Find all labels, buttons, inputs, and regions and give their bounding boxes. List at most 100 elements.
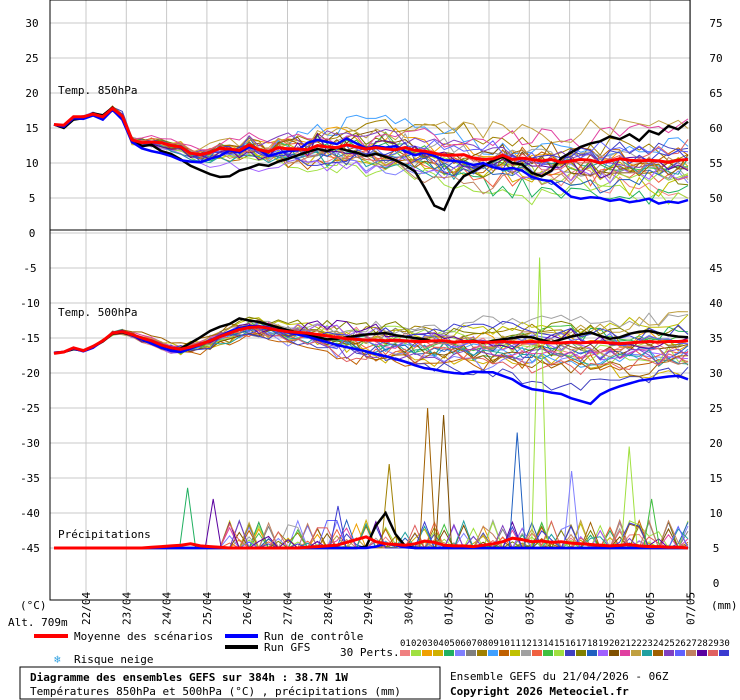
pert-swatch <box>400 650 410 656</box>
pert-swatch <box>477 650 487 656</box>
pert-number: 17 <box>576 639 587 649</box>
pert-swatch <box>444 650 454 656</box>
legend-mean-label: Moyenne des scénarios <box>74 630 213 643</box>
pert-swatch <box>488 650 498 656</box>
y-tick-500: -25 <box>20 402 40 415</box>
series-precip-mean <box>54 535 689 550</box>
y-tick-850: 10 <box>25 157 38 170</box>
y-tick-500: -20 <box>20 367 40 380</box>
x-tick-date: 22/04 <box>80 592 93 625</box>
y-tick-500: -15 <box>20 332 40 345</box>
pert-swatch <box>576 650 586 656</box>
label-temp-850: Temp. 850hPa <box>58 84 137 97</box>
x-tick-date: 01/05 <box>443 592 456 625</box>
footer-title: Diagramme des ensembles GEFS sur 384h : … <box>30 671 348 684</box>
pert-number: 26 <box>675 639 686 649</box>
unit-left: (°C) <box>20 599 47 612</box>
x-tick-date: 23/04 <box>120 592 133 625</box>
x-tick-date: 02/05 <box>483 592 496 625</box>
label-temp-500: Temp. 500hPa <box>58 306 137 319</box>
precip-spike <box>531 257 549 549</box>
precip-spike <box>419 407 437 549</box>
main-series-lines <box>53 106 689 550</box>
pert-number: 18 <box>587 639 598 649</box>
legend-gfs-label: Run GFS <box>264 641 310 654</box>
legend-snow-label: Risque neige <box>74 653 153 666</box>
altitude-label: Alt. 709m <box>8 616 68 629</box>
pert-swatch <box>455 650 465 656</box>
pert-number: 23 <box>642 639 653 649</box>
pert-swatch <box>598 650 608 656</box>
precip-spike <box>435 414 453 549</box>
y-tick-850-right: 65 <box>709 87 722 100</box>
pert-swatch <box>411 650 421 656</box>
label-precipitations: Précipitations <box>58 528 151 541</box>
pert-legend: 01 02 03 04 05 06 07 08 09 10 11 12 13 14 15 16 17 18 19 20… <box>400 639 730 656</box>
x-tick-date: 29/04 <box>362 592 375 625</box>
y-tick-500: -5 <box>23 262 36 275</box>
pert-swatch <box>631 650 641 656</box>
pert-swatch <box>532 650 542 656</box>
y-tick-850-right: 70 <box>709 52 722 65</box>
x-tick-date: 06/05 <box>644 592 657 625</box>
precip-spike <box>508 432 526 549</box>
panel-frame <box>49 0 691 601</box>
pert-swatch <box>554 650 564 656</box>
pert-number: 19 <box>598 639 609 649</box>
x-tick-date: 04/05 <box>564 592 577 625</box>
y-tick-850: 15 <box>25 122 38 135</box>
footer-subtitle: Températures 850hPa et 500hPa (°C) , pré… <box>30 685 401 698</box>
ensemble-member-850 <box>53 110 689 171</box>
pert-number: 13 <box>532 639 543 649</box>
precip-spike <box>204 498 222 549</box>
y-tick-500: -40 <box>20 507 40 520</box>
pert-swatch <box>510 650 520 656</box>
y-tick-precip-right: 45 <box>709 262 722 275</box>
x-tick-date: 27/04 <box>282 592 295 625</box>
y-tick-precip-right: 35 <box>709 332 722 345</box>
y-tick-500: -10 <box>20 297 40 310</box>
pert-swatch <box>675 650 685 656</box>
pert-number: 14 <box>543 639 554 649</box>
pert-swatch <box>620 650 630 656</box>
snowflake-icon: ❄ <box>54 653 61 666</box>
x-tick-date: 30/04 <box>402 592 415 625</box>
pert-swatch <box>499 650 509 656</box>
pert-number: 15 <box>554 639 565 649</box>
y-tick-500: -45 <box>20 542 40 555</box>
footer-run-info: Ensemble GEFS du 21/04/2026 - 06Z <box>450 670 669 683</box>
y-tick-850-right: 50 <box>709 192 722 205</box>
pert-number: 01 <box>400 639 411 649</box>
pert-number: 20 <box>609 639 620 649</box>
pert-number: 07 <box>466 639 477 649</box>
ensemble-member-850 <box>53 109 689 184</box>
pert-swatch <box>521 650 531 656</box>
ensemble-member-850 <box>53 107 689 181</box>
y-tick-850: 20 <box>25 87 38 100</box>
date-labels: 22/04 23/04 24/04 25/04 26/04 27/04 28/04 29/04… <box>80 592 698 625</box>
precip-spike <box>179 487 197 549</box>
pert-swatch <box>664 650 674 656</box>
pert-number: 21 <box>620 639 631 649</box>
pert-number: 05 <box>444 639 455 649</box>
precip-spike <box>643 498 661 549</box>
pert-swatch <box>642 650 652 656</box>
pert-swatch <box>466 650 476 656</box>
pert-number: 04 <box>433 639 444 649</box>
pert-swatch <box>433 650 443 656</box>
unit-right: (mm) <box>711 599 738 612</box>
ensemble-member-500 <box>53 323 689 377</box>
pert-number: 11 <box>510 639 521 649</box>
perts-label: 30 Perts. <box>340 646 400 659</box>
footer-copyright: Copyright 2026 Meteociel.fr <box>450 685 629 698</box>
pert-number: 28 <box>697 639 708 649</box>
x-tick-date: 28/04 <box>322 592 335 625</box>
pert-number: 09 <box>488 639 499 649</box>
pert-number: 08 <box>477 639 488 649</box>
pert-swatch <box>587 650 597 656</box>
y-tick-850: 30 <box>25 17 38 30</box>
y-tick-precip-right: 40 <box>709 297 722 310</box>
precip-spike <box>380 463 398 549</box>
grid-lines <box>50 0 691 600</box>
